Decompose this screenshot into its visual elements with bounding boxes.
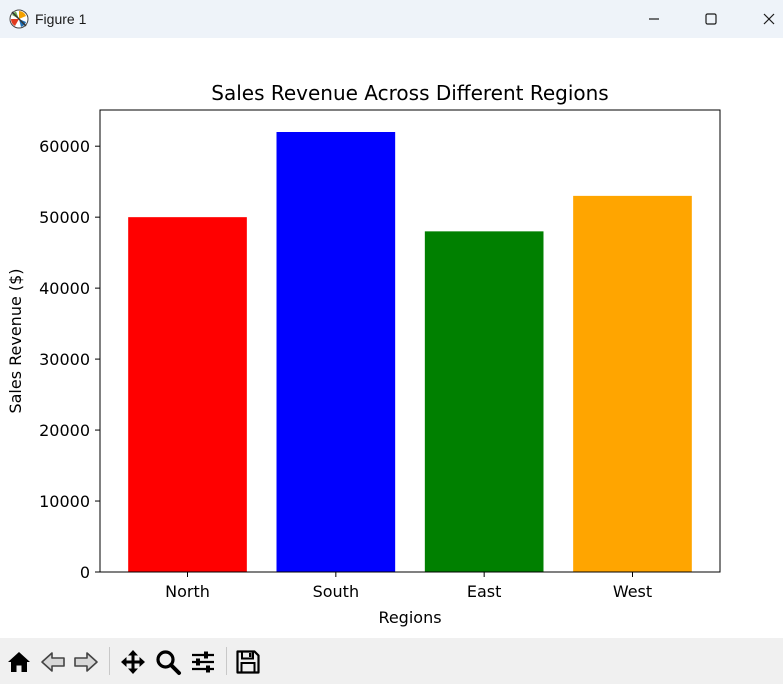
plot-area-frame bbox=[99, 109, 721, 573]
maximize-button[interactable] bbox=[688, 0, 734, 38]
bar-north bbox=[128, 217, 247, 572]
x-axis-label: Regions bbox=[378, 608, 441, 627]
chart-title: Sales Revenue Across Different Regions bbox=[211, 81, 608, 105]
bar-south bbox=[276, 132, 396, 572]
save-button[interactable] bbox=[232, 646, 264, 678]
toolbar-separator bbox=[226, 647, 227, 675]
home-icon bbox=[8, 652, 30, 672]
forward-arrow-icon bbox=[74, 652, 98, 672]
y-tick-label: 60000 bbox=[39, 137, 90, 156]
y-tick-label: 10000 bbox=[39, 492, 90, 511]
y-tick-label: 20000 bbox=[39, 421, 90, 440]
y-tick-label: 30000 bbox=[39, 350, 90, 369]
x-tick-label: North bbox=[165, 582, 210, 601]
y-axis-label: Sales Revenue ($) bbox=[6, 268, 25, 413]
zoom-icon bbox=[156, 650, 181, 675]
navigation-toolbar bbox=[0, 638, 783, 684]
toolbar-separator bbox=[109, 647, 110, 675]
y-tick-label: 40000 bbox=[39, 279, 90, 298]
forward-button[interactable] bbox=[70, 646, 102, 678]
move-icon bbox=[121, 650, 145, 674]
bar-chart: Sales Revenue Across Different Regions 0… bbox=[6, 81, 721, 627]
configure-subplots-button[interactable] bbox=[187, 646, 219, 678]
window-titlebar: Figure 1 bbox=[0, 0, 783, 38]
back-arrow-icon bbox=[41, 652, 65, 672]
bar-west bbox=[573, 195, 692, 572]
bar-east bbox=[424, 231, 544, 572]
x-tick-label: South bbox=[313, 582, 360, 601]
x-tick-label: East bbox=[467, 582, 502, 601]
x-tick-label: West bbox=[613, 582, 652, 601]
matplotlib-logo-icon bbox=[9, 9, 29, 29]
figure-canvas[interactable]: Sales Revenue Across Different Regions 0… bbox=[0, 38, 783, 638]
minimize-icon bbox=[649, 18, 659, 20]
window-title: Figure 1 bbox=[35, 11, 87, 27]
y-tick-label: 50000 bbox=[39, 208, 90, 227]
sliders-icon bbox=[192, 651, 214, 673]
zoom-button[interactable] bbox=[152, 646, 184, 678]
pan-button[interactable] bbox=[117, 646, 149, 678]
close-icon bbox=[763, 13, 775, 25]
home-button[interactable] bbox=[3, 646, 35, 678]
maximize-icon bbox=[705, 13, 717, 25]
y-tick-label: 0 bbox=[80, 563, 90, 582]
close-button[interactable] bbox=[746, 0, 783, 38]
minimize-button[interactable] bbox=[631, 0, 677, 38]
save-icon bbox=[236, 650, 260, 674]
back-button[interactable] bbox=[37, 646, 69, 678]
